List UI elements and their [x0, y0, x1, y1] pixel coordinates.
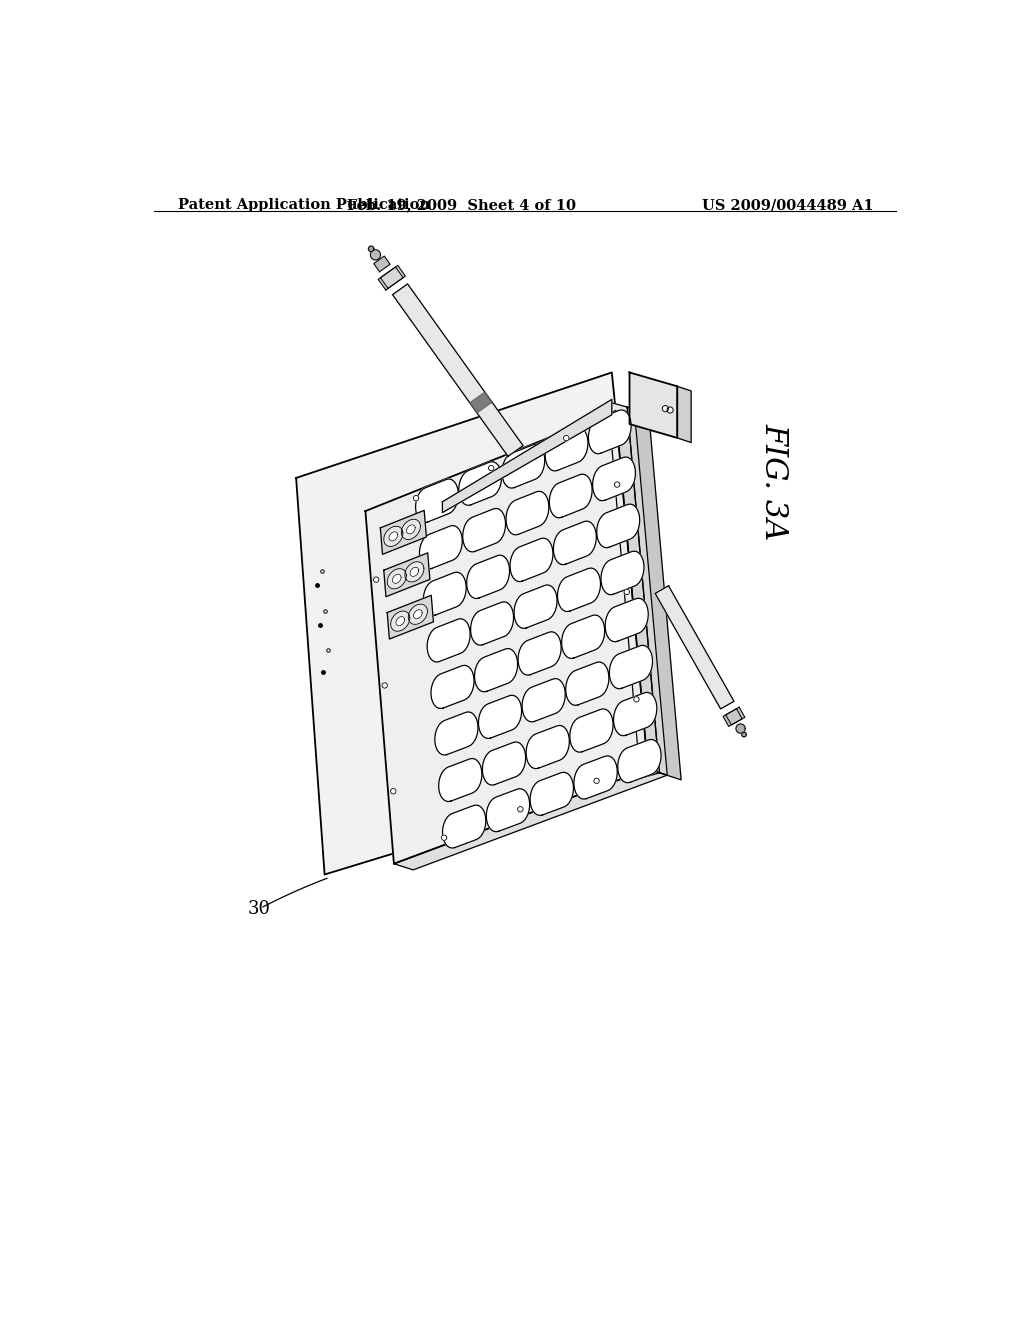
Circle shape: [614, 482, 620, 487]
Polygon shape: [442, 805, 485, 847]
Polygon shape: [435, 711, 478, 755]
Polygon shape: [723, 708, 744, 726]
Polygon shape: [380, 511, 426, 554]
Polygon shape: [573, 756, 617, 799]
Polygon shape: [736, 723, 745, 733]
Polygon shape: [391, 611, 410, 631]
Polygon shape: [438, 759, 482, 801]
Polygon shape: [615, 411, 668, 775]
Polygon shape: [378, 265, 406, 290]
Circle shape: [563, 436, 569, 441]
Polygon shape: [518, 632, 561, 675]
Polygon shape: [530, 772, 573, 816]
Polygon shape: [608, 401, 659, 779]
Polygon shape: [557, 568, 600, 611]
Polygon shape: [605, 598, 648, 642]
Polygon shape: [569, 709, 613, 752]
Polygon shape: [593, 457, 636, 500]
Circle shape: [488, 466, 494, 471]
Polygon shape: [613, 693, 656, 735]
Polygon shape: [459, 462, 502, 506]
Polygon shape: [677, 387, 691, 442]
Polygon shape: [387, 569, 407, 589]
Circle shape: [374, 577, 379, 582]
Polygon shape: [741, 733, 746, 737]
Polygon shape: [726, 709, 742, 725]
Circle shape: [382, 682, 387, 688]
Text: FIG. 3A: FIG. 3A: [758, 424, 790, 540]
Polygon shape: [545, 428, 588, 471]
Polygon shape: [474, 648, 517, 692]
Polygon shape: [396, 616, 404, 626]
Polygon shape: [514, 585, 557, 628]
Polygon shape: [392, 574, 401, 583]
Polygon shape: [366, 411, 648, 863]
Polygon shape: [387, 595, 433, 639]
Polygon shape: [381, 267, 403, 288]
Polygon shape: [486, 788, 529, 832]
Polygon shape: [374, 256, 390, 272]
Polygon shape: [617, 739, 662, 783]
Text: 30: 30: [248, 900, 270, 919]
Polygon shape: [470, 392, 492, 413]
Polygon shape: [478, 696, 521, 738]
Polygon shape: [414, 610, 422, 619]
Circle shape: [663, 405, 669, 412]
Polygon shape: [549, 474, 592, 517]
Polygon shape: [407, 525, 415, 535]
Circle shape: [594, 777, 599, 784]
Polygon shape: [609, 645, 652, 689]
Polygon shape: [394, 770, 668, 870]
Polygon shape: [565, 661, 609, 705]
Polygon shape: [416, 479, 459, 523]
Polygon shape: [384, 553, 430, 597]
Polygon shape: [423, 572, 466, 615]
Polygon shape: [442, 400, 611, 512]
Polygon shape: [506, 491, 549, 535]
Polygon shape: [553, 521, 596, 565]
Circle shape: [634, 697, 639, 702]
Polygon shape: [561, 615, 605, 659]
Polygon shape: [404, 562, 424, 582]
Polygon shape: [431, 665, 474, 709]
Polygon shape: [401, 519, 421, 540]
Text: US 2009/0044489 A1: US 2009/0044489 A1: [702, 198, 873, 213]
Polygon shape: [502, 445, 545, 488]
Polygon shape: [630, 372, 677, 438]
Polygon shape: [427, 619, 470, 663]
Circle shape: [441, 836, 446, 841]
Circle shape: [390, 788, 396, 793]
Polygon shape: [628, 407, 681, 780]
Text: Feb. 19, 2009  Sheet 4 of 10: Feb. 19, 2009 Sheet 4 of 10: [347, 198, 577, 213]
Polygon shape: [522, 678, 565, 722]
Polygon shape: [389, 532, 397, 541]
Polygon shape: [463, 508, 506, 552]
Polygon shape: [467, 556, 510, 598]
Polygon shape: [589, 411, 631, 454]
Polygon shape: [526, 726, 569, 768]
Polygon shape: [371, 249, 381, 260]
Circle shape: [667, 407, 673, 413]
Polygon shape: [510, 539, 553, 582]
Polygon shape: [369, 246, 374, 252]
Circle shape: [414, 495, 419, 500]
Polygon shape: [384, 527, 402, 546]
Circle shape: [518, 807, 523, 812]
Polygon shape: [601, 552, 644, 595]
Polygon shape: [597, 504, 640, 548]
Polygon shape: [410, 568, 419, 577]
Polygon shape: [420, 525, 462, 569]
Polygon shape: [482, 742, 525, 785]
Circle shape: [624, 589, 630, 594]
Polygon shape: [296, 372, 652, 874]
Polygon shape: [655, 586, 734, 709]
Polygon shape: [392, 284, 523, 457]
Polygon shape: [409, 605, 427, 624]
Text: Patent Application Publication: Patent Application Publication: [178, 198, 430, 213]
Polygon shape: [471, 602, 514, 645]
